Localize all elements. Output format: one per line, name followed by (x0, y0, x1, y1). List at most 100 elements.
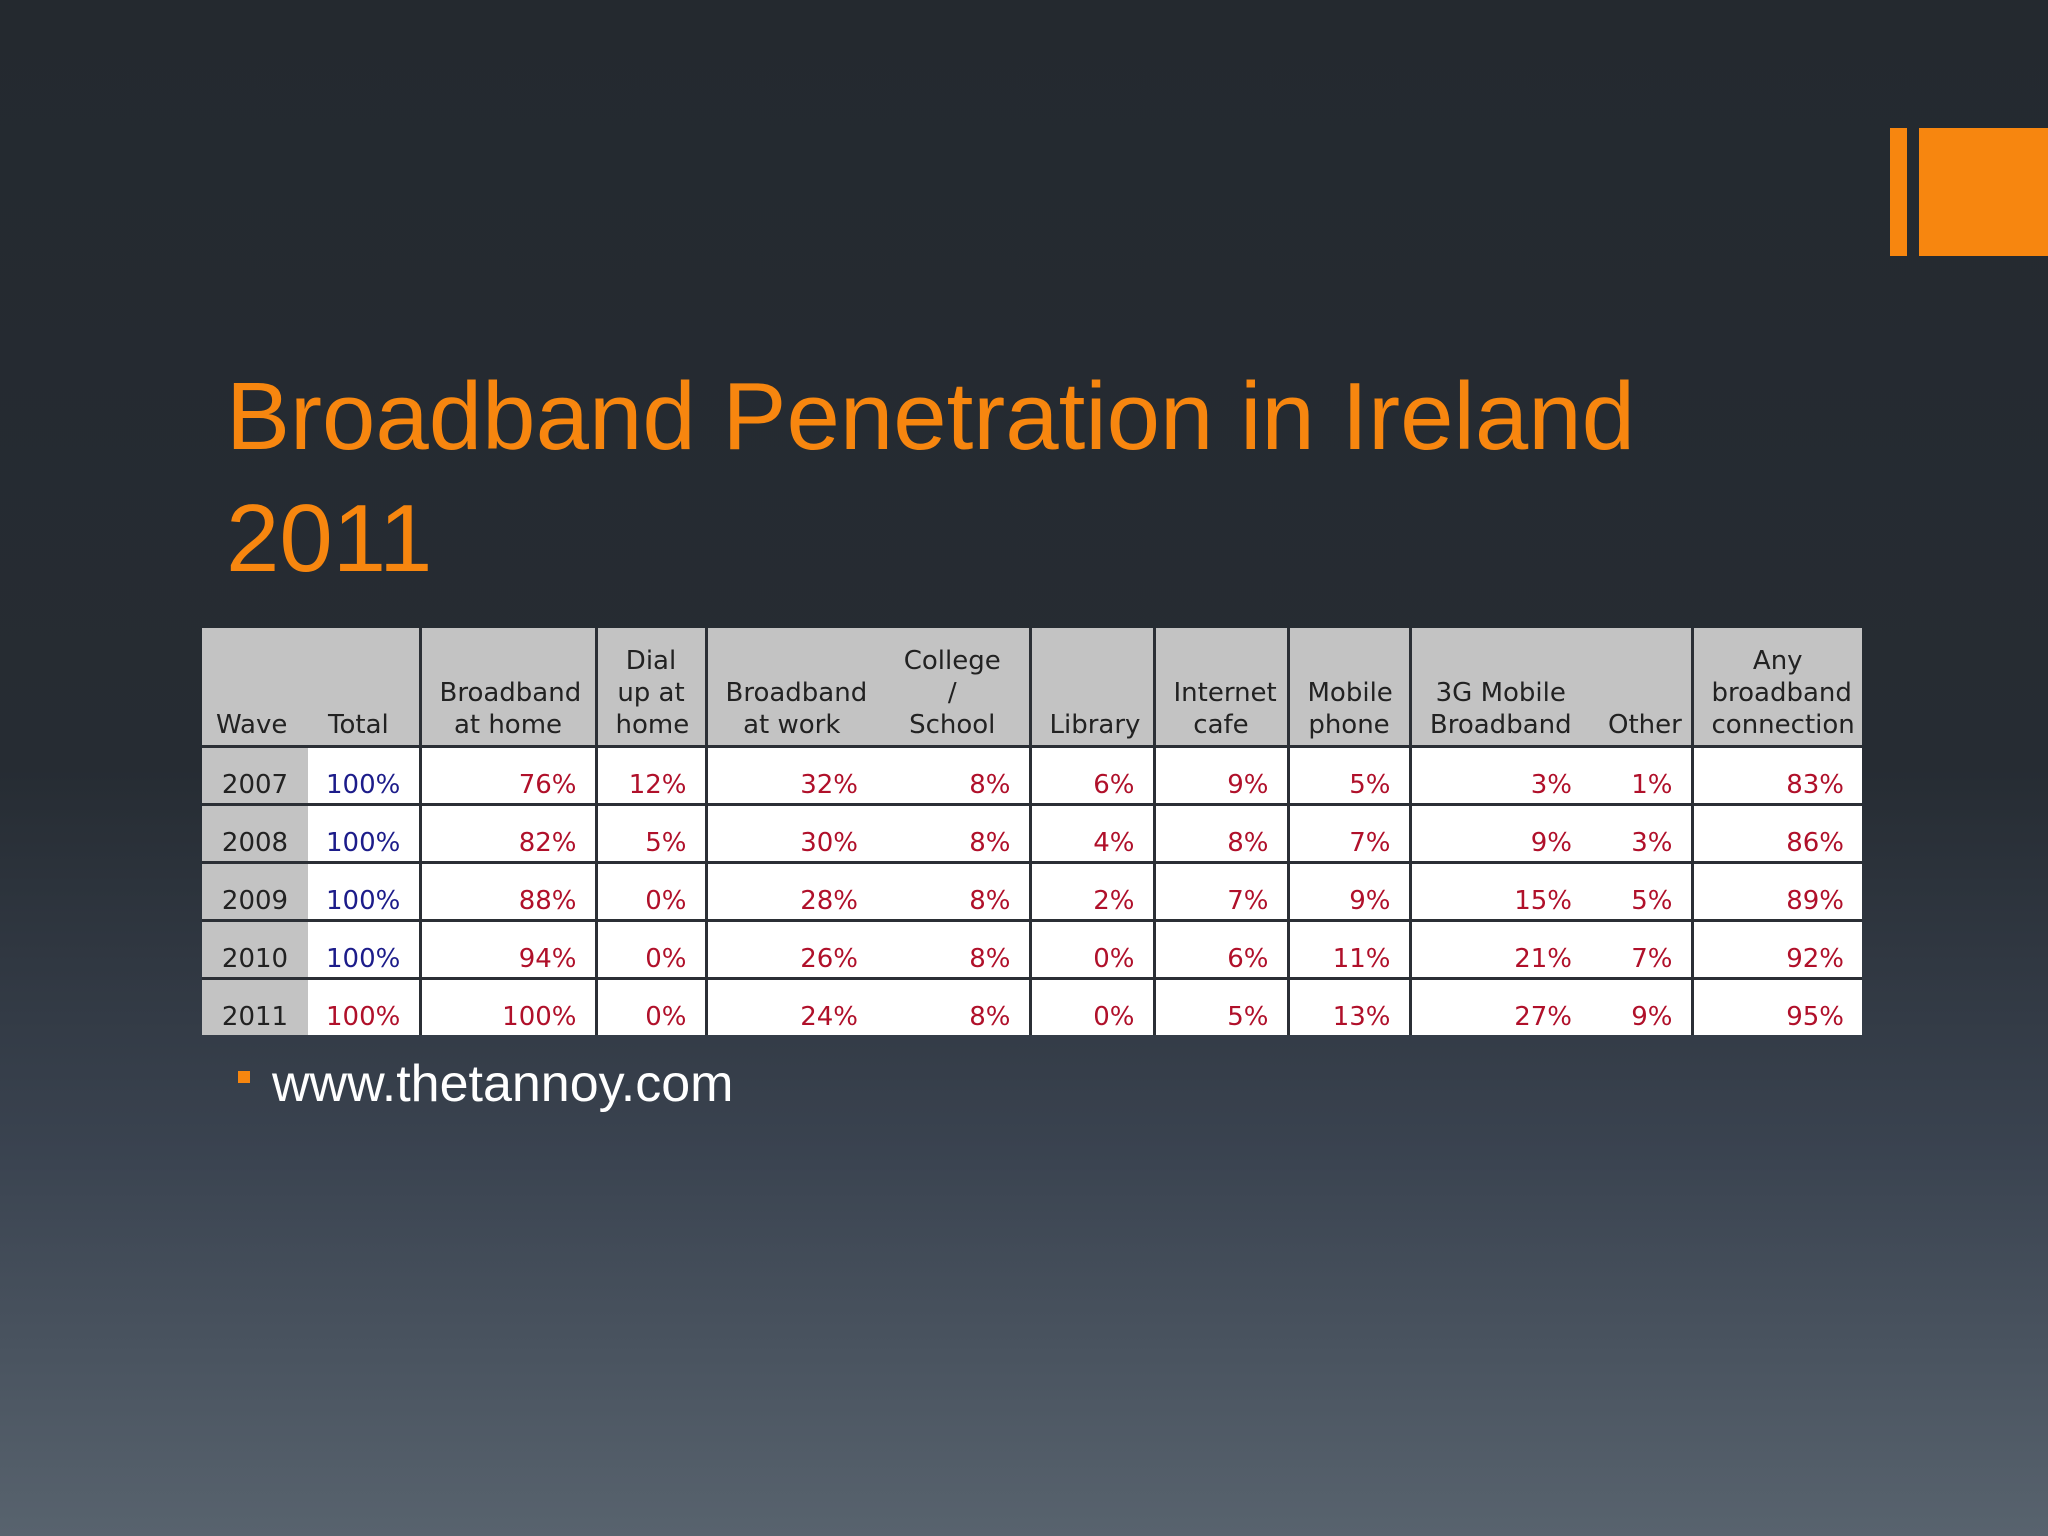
cell-mobile-phone: 11% (1288, 919, 1412, 979)
cell-internet-cafe: 9% (1154, 745, 1290, 805)
header-line: at home (453, 710, 563, 740)
header-wave: Wave (202, 628, 308, 747)
header-line: Wave (216, 710, 288, 740)
cell-other: 3% (1590, 803, 1694, 863)
header-line: Broadband (1429, 710, 1572, 740)
cell-broadband-at-home: 82% (420, 803, 598, 863)
cell-dial-up-at-home: 0% (596, 861, 708, 921)
cell-broadband-at-home: 94% (420, 919, 598, 979)
cell-dial-up-at-home: 0% (596, 977, 708, 1035)
header-other: Other (1590, 628, 1694, 747)
cell-mobile-phone: 7% (1288, 803, 1412, 863)
cell-3g-mobile-broadband: 27% (1410, 977, 1590, 1035)
cell-total: 100% (308, 919, 422, 979)
cell-wave: 2009 (202, 861, 308, 921)
slide-title: Broadband Penetration in Ireland 2011 (226, 356, 1826, 600)
cell-any-broadband-connection: 89% (1692, 861, 1862, 921)
cell-other: 7% (1590, 919, 1694, 979)
header-line: 3G Mobile (1435, 678, 1566, 708)
cell-broadband-at-work: 28% (706, 861, 876, 921)
cell-wave: 2011 (202, 977, 308, 1035)
cell-broadband-at-work: 26% (706, 919, 876, 979)
cell-wave: 2007 (202, 745, 308, 805)
cell-dial-up-at-home: 5% (596, 803, 708, 863)
cell-total: 100% (308, 861, 422, 921)
header-line: connection (1711, 710, 1855, 740)
header-line: home (615, 710, 690, 740)
header-line: Mobile (1307, 678, 1393, 708)
cell-library: 6% (1030, 745, 1156, 805)
cell-wave: 2010 (202, 919, 308, 979)
header-line: phone (1308, 710, 1390, 740)
cell-dial-up-at-home: 0% (596, 919, 708, 979)
header-library: Library (1030, 628, 1156, 747)
cell-any-broadband-connection: 86% (1692, 803, 1862, 863)
cell-other: 5% (1590, 861, 1694, 921)
cell-college-school: 8% (876, 977, 1032, 1035)
cell-broadband-at-work: 32% (706, 745, 876, 805)
cell-3g-mobile-broadband: 21% (1410, 919, 1590, 979)
table-row: 2011 100% 100% 0% 24% 8% 0% 5% 13% 27% 9… (202, 977, 1862, 1035)
cell-internet-cafe: 5% (1154, 977, 1290, 1035)
cell-any-broadband-connection: 83% (1692, 745, 1862, 805)
cell-other: 9% (1590, 977, 1694, 1035)
bullet-text: www.thetannoy.com (272, 1055, 734, 1113)
header-line: Dial (625, 646, 677, 676)
header-total: Total (308, 628, 422, 747)
header-line: Broadband (725, 678, 868, 708)
header-line: Any (1752, 646, 1803, 676)
table-row: 2009 100% 88% 0% 28% 8% 2% 7% 9% 15% 5% … (202, 861, 1862, 921)
cell-dial-up-at-home: 12% (596, 745, 708, 805)
header-college-school: College / School (876, 628, 1032, 747)
cell-3g-mobile-broadband: 3% (1410, 745, 1590, 805)
slide-title-line-2: 2011 (226, 485, 433, 592)
cell-3g-mobile-broadband: 9% (1410, 803, 1590, 863)
header-any-broadband-connection: Any broadband connection (1692, 628, 1862, 747)
table-row: 2008 100% 82% 5% 30% 8% 4% 8% 7% 9% 3% 8… (202, 803, 1862, 863)
cell-mobile-phone: 13% (1288, 977, 1412, 1035)
header-line: / (947, 678, 957, 708)
header-3g-mobile-broadband: 3G Mobile Broadband (1410, 628, 1590, 747)
header-dial-up-at-home: Dial up at home (596, 628, 708, 747)
cell-any-broadband-connection: 95% (1692, 977, 1862, 1035)
header-internet-cafe: Internet cafe (1154, 628, 1290, 747)
cell-internet-cafe: 7% (1154, 861, 1290, 921)
header-line: Broadband (439, 678, 582, 708)
accent-bar-thin (1890, 128, 1907, 256)
cell-library: 2% (1030, 861, 1156, 921)
cell-library: 0% (1030, 977, 1156, 1035)
table-header-row: Wave Total Broadband at home Dial up at hom… (202, 628, 1862, 747)
cell-3g-mobile-broadband: 15% (1410, 861, 1590, 921)
cell-broadband-at-home: 76% (420, 745, 598, 805)
cell-college-school: 8% (876, 803, 1032, 863)
cell-college-school: 8% (876, 861, 1032, 921)
cell-total: 100% (308, 803, 422, 863)
cell-mobile-phone: 5% (1288, 745, 1412, 805)
header-line: Library (1049, 710, 1141, 740)
header-line: College (903, 646, 1001, 676)
cell-any-broadband-connection: 92% (1692, 919, 1862, 979)
cell-library: 0% (1030, 919, 1156, 979)
cell-college-school: 8% (876, 745, 1032, 805)
bullet-item: www.thetannoy.com (238, 1054, 733, 1114)
header-mobile-phone: Mobile phone (1288, 628, 1412, 747)
header-line: School (909, 710, 996, 740)
accent-bar-block (1919, 128, 2048, 256)
header-line: broadband (1711, 678, 1852, 708)
cell-internet-cafe: 8% (1154, 803, 1290, 863)
cell-college-school: 8% (876, 919, 1032, 979)
header-line: Other (1608, 710, 1682, 740)
cell-total: 100% (308, 977, 422, 1035)
table-row: 2007 100% 76% 12% 32% 8% 6% 9% 5% 3% 1% … (202, 745, 1862, 805)
cell-broadband-at-work: 30% (706, 803, 876, 863)
slide-title-line-1: Broadband Penetration in Ireland (226, 363, 1636, 470)
header-broadband-at-home: Broadband at home (420, 628, 598, 747)
header-broadband-at-work: Broadband at work (706, 628, 876, 747)
cell-wave: 2008 (202, 803, 308, 863)
cell-other: 1% (1590, 745, 1694, 805)
header-line: Total (328, 710, 389, 740)
table-row: 2010 100% 94% 0% 26% 8% 0% 6% 11% 21% 7%… (202, 919, 1862, 979)
cell-broadband-at-work: 24% (706, 977, 876, 1035)
cell-internet-cafe: 6% (1154, 919, 1290, 979)
cell-library: 4% (1030, 803, 1156, 863)
